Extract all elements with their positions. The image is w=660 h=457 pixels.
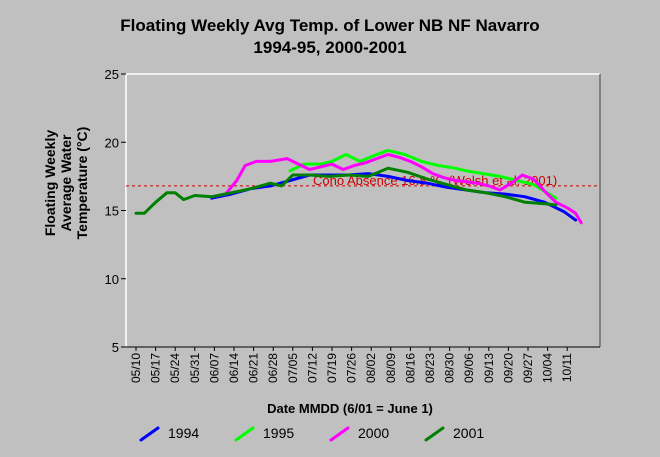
x-axis-label: Date MMDD (6/01 = June 1) <box>267 401 433 416</box>
legend-label: 2001 <box>453 425 485 441</box>
legend-swatch <box>234 426 255 442</box>
x-tick-label: 05/10 <box>129 353 143 383</box>
x-tick-label: 08/09 <box>384 353 398 383</box>
x-tick-label: 09/06 <box>462 353 476 383</box>
x-tick-label: 06/21 <box>247 353 261 383</box>
x-tick-label: 08/30 <box>443 353 457 383</box>
legend-label: 1995 <box>263 425 295 441</box>
x-tick-label: 08/02 <box>364 353 378 383</box>
x-tick-label: 06/28 <box>266 353 280 383</box>
x-tick-label: 05/17 <box>149 353 163 383</box>
y-tick-label: 15 <box>105 204 119 219</box>
legend-swatch <box>139 426 160 442</box>
x-tick-label: 07/12 <box>305 353 319 383</box>
x-tick-label: 07/19 <box>325 353 339 383</box>
x-tick-label: 09/20 <box>501 353 515 383</box>
y-tick-label: 25 <box>105 67 119 82</box>
series-line-2000 <box>210 153 583 225</box>
x-tick-label: 07/05 <box>286 353 300 383</box>
x-tick-label: 08/16 <box>403 353 417 383</box>
plot-background <box>126 74 600 347</box>
x-tick-label: 08/23 <box>423 353 437 383</box>
x-tick-label: 05/31 <box>188 353 202 383</box>
x-tick-label: 10/11 <box>560 353 574 382</box>
x-tick-label: 06/14 <box>227 353 241 383</box>
chart-subtitle: 1994-95, 2000-2001 <box>253 38 407 57</box>
legend-label: 2000 <box>358 425 390 441</box>
legend-swatch <box>424 426 445 442</box>
x-tick-label: 05/24 <box>168 353 182 383</box>
x-tick-label: 09/27 <box>521 353 535 383</box>
x-tick-label: 06/07 <box>207 353 221 383</box>
legend-swatch <box>329 426 350 442</box>
x-tick-label: 09/13 <box>482 353 496 383</box>
y-tick-label: 10 <box>105 272 119 287</box>
y-tick-label: 20 <box>105 135 119 150</box>
x-tick-label: 07/26 <box>345 353 359 383</box>
legend-label: 1994 <box>168 425 200 441</box>
series-line-2001 <box>134 166 558 215</box>
x-tick-label: 10/04 <box>541 353 555 383</box>
y-tick-label: 5 <box>112 340 119 355</box>
chart-title: Floating Weekly Avg Temp. of Lower NB NF… <box>120 16 540 35</box>
